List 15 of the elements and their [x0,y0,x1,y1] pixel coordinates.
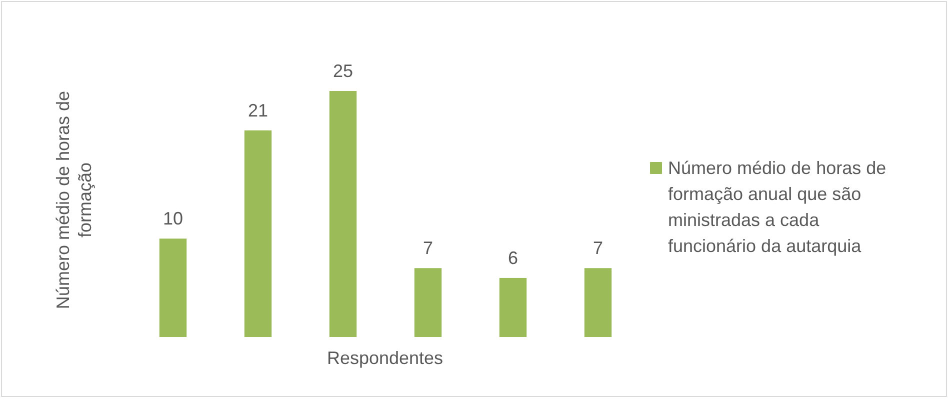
data-label: 7 [422,238,434,258]
x-axis-title: Respondentes [326,348,444,368]
bar [159,238,187,337]
bar [584,268,612,337]
y-axis-title: Número médio de horas de formação [53,90,95,310]
data-label: 6 [508,248,518,268]
data-label: 21 [248,100,268,120]
data-label: 7 [592,238,604,258]
data-label: 25 [332,61,354,81]
bar [244,130,272,337]
data-label: 10 [162,208,184,229]
bar [329,91,357,337]
legend-label: Número médio de horas de formação anual que são ministradas a cada funcionário da autarquia [668,158,886,256]
bar [414,268,442,337]
bar [499,278,527,337]
